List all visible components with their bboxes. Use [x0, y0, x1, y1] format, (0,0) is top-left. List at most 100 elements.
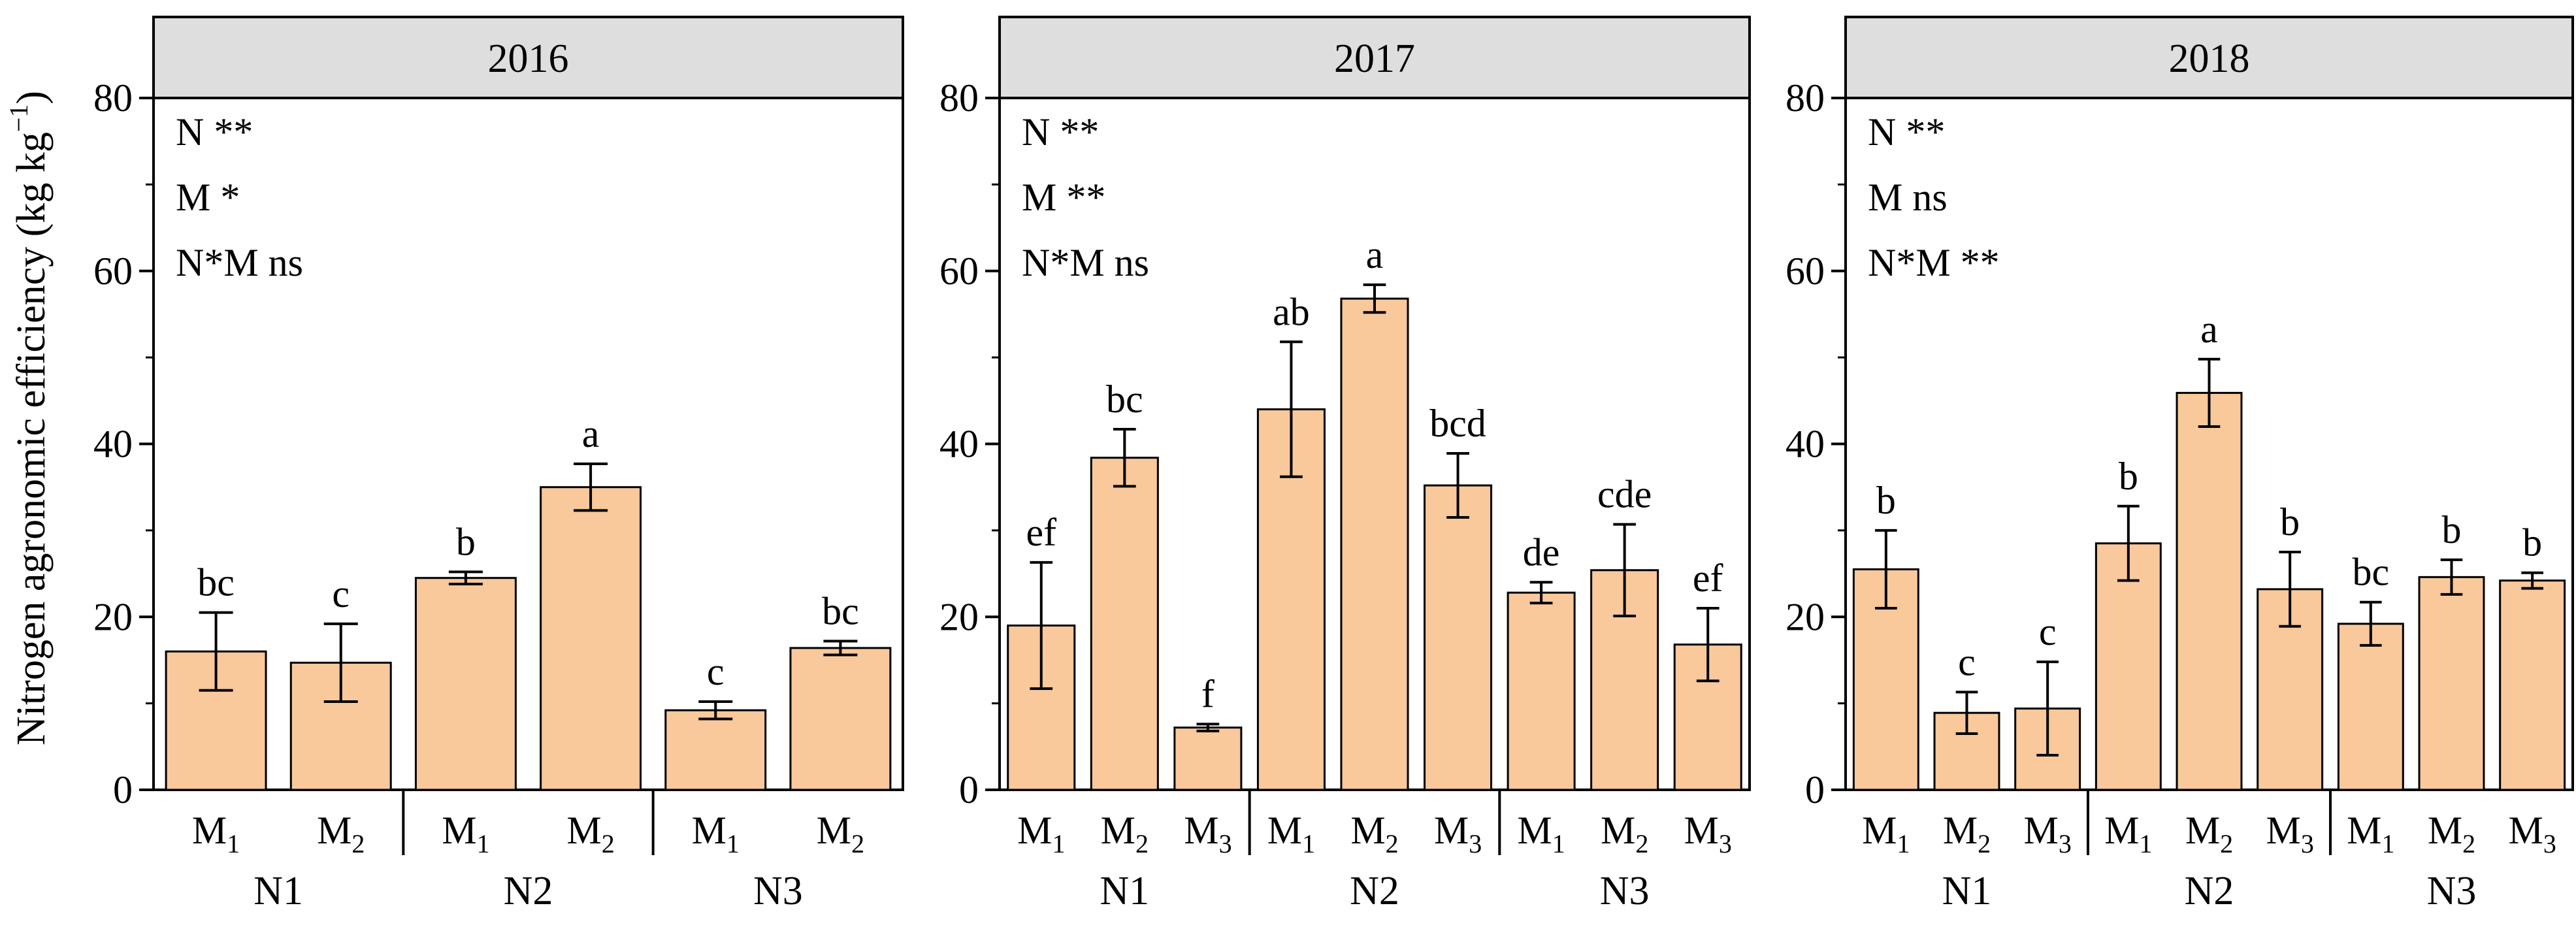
bar [2095, 542, 2162, 791]
significance-letter: a [2200, 308, 2218, 351]
group-label-N3: N3 [1600, 869, 1650, 913]
stat-annotation: M ** [1022, 176, 1105, 219]
bar [1173, 726, 1243, 791]
panel-title: 2017 [1334, 37, 1415, 81]
significance-letter: c [707, 650, 725, 693]
x-tick-label: M2 [566, 809, 614, 858]
panel-2018: 2018 0 20 40 60 80 N ** M ns N*M ** b M1 c M2 c M3 N1 b M… [1785, 16, 2574, 913]
y-tick-label: 20 [1785, 595, 1825, 638]
panel-header [152, 16, 904, 99]
bar [789, 647, 892, 791]
bar [540, 486, 642, 791]
x-tick-label: M1 [442, 809, 489, 858]
y-axis-label: Nitrogen agronomic efficiency (kg kg−1) [4, 91, 54, 745]
bar [2337, 623, 2404, 791]
y-tick-label: 40 [939, 423, 979, 466]
x-tick-label: M2 [1350, 809, 1398, 858]
significance-letter: bc [1106, 378, 1143, 421]
x-tick-label: M1 [2347, 809, 2394, 858]
x-tick-label: M3 [2023, 809, 2071, 858]
significance-letter: ef [1026, 511, 1056, 554]
stat-annotation: N*M ns [1022, 241, 1149, 284]
bar [414, 577, 517, 791]
panel-2016: 2016 0 20 40 60 80 N ** M * N*M ns bc M1 c M2 N1 b M1 a M… [93, 16, 904, 913]
stat-annotation: N ** [1022, 110, 1099, 154]
significance-letter: ef [1693, 557, 1723, 600]
x-tick-label: M1 [1517, 809, 1565, 858]
y-tick-label: 40 [93, 423, 133, 466]
bar [1090, 457, 1159, 791]
significance-letter: b [2119, 455, 2138, 498]
group-label-N1: N1 [1100, 869, 1149, 913]
group-label-N3: N3 [753, 869, 803, 913]
x-tick-label: M3 [2508, 809, 2556, 858]
y-tick-label: 60 [93, 250, 133, 293]
significance-letter: a [1366, 233, 1384, 276]
significance-letter: b [1876, 479, 1896, 522]
x-tick-label: M2 [1943, 809, 1991, 858]
stat-annotation: N ** [176, 110, 253, 154]
significance-letter: bc [2353, 551, 2390, 594]
stat-annotation: M * [176, 176, 240, 219]
group-label-N3: N3 [2427, 869, 2477, 913]
significance-letter: bc [197, 561, 235, 604]
bar [2499, 579, 2566, 791]
y-axis-label-group: Nitrogen agronomic efficiency (kg kg−1) [4, 91, 54, 745]
x-tick-label: M1 [692, 809, 740, 858]
x-tick-label: M2 [1101, 809, 1149, 858]
y-tick-label: 80 [1785, 76, 1825, 120]
x-tick-label: M3 [2266, 809, 2313, 858]
y-tick-label: 20 [939, 595, 979, 638]
bar [1424, 484, 1493, 791]
significance-letter: ab [1273, 290, 1310, 333]
significance-letter: bcd [1429, 402, 1486, 445]
panel-title: 2016 [488, 37, 569, 81]
significance-letter: f [1201, 672, 1215, 715]
significance-letter: de [1523, 530, 1560, 574]
panel-header [998, 16, 1751, 99]
bar [664, 709, 767, 791]
x-tick-label: M2 [317, 809, 365, 858]
significance-letter: c [1958, 640, 1976, 683]
bar [1340, 297, 1409, 791]
x-tick-label: M2 [2428, 809, 2475, 858]
y-tick-label: 60 [1785, 250, 1825, 293]
group-label-N2: N2 [2185, 869, 2234, 913]
y-axis-label-superscript: −1 [4, 105, 33, 133]
significance-letter: bc [822, 589, 859, 632]
x-tick-label: M2 [1601, 809, 1648, 858]
panel-header [1844, 16, 2574, 99]
y-tick-label: 0 [1805, 768, 1825, 811]
y-axis-label-close: ) [9, 91, 54, 105]
significance-letter: b [2442, 508, 2462, 551]
x-tick-label: M2 [2185, 809, 2233, 858]
x-tick-label: M1 [2104, 809, 2152, 858]
y-tick-label: 40 [1785, 423, 1825, 466]
y-tick-label: 60 [939, 250, 979, 293]
significance-letter: c [332, 572, 350, 615]
group-label-N2: N2 [504, 869, 553, 913]
bar [2176, 391, 2243, 791]
y-tick-label: 80 [939, 76, 979, 120]
significance-letter: c [2039, 610, 2057, 653]
bar [2418, 576, 2485, 791]
significance-letter: b [2280, 500, 2300, 544]
x-tick-label: M1 [192, 809, 240, 858]
significance-letter: a [582, 412, 600, 455]
stat-annotation: N ** [1868, 110, 1945, 154]
significance-letter: cde [1597, 473, 1652, 516]
bar [1507, 591, 1576, 791]
x-tick-label: M1 [1267, 809, 1315, 858]
significance-letter: b [456, 520, 476, 563]
x-tick-label: M3 [1434, 809, 1482, 858]
stat-annotation: N*M ns [176, 241, 303, 284]
group-label-N1: N1 [253, 869, 303, 913]
y-axis-label-text: Nitrogen agronomic efficiency (kg kg [9, 132, 54, 745]
y-tick-label: 80 [93, 76, 133, 120]
x-tick-label: M3 [1184, 809, 1231, 858]
significance-letter: b [2522, 521, 2542, 564]
stat-annotation: M ns [1868, 176, 1948, 219]
stat-annotation: N*M ** [1868, 241, 2000, 284]
